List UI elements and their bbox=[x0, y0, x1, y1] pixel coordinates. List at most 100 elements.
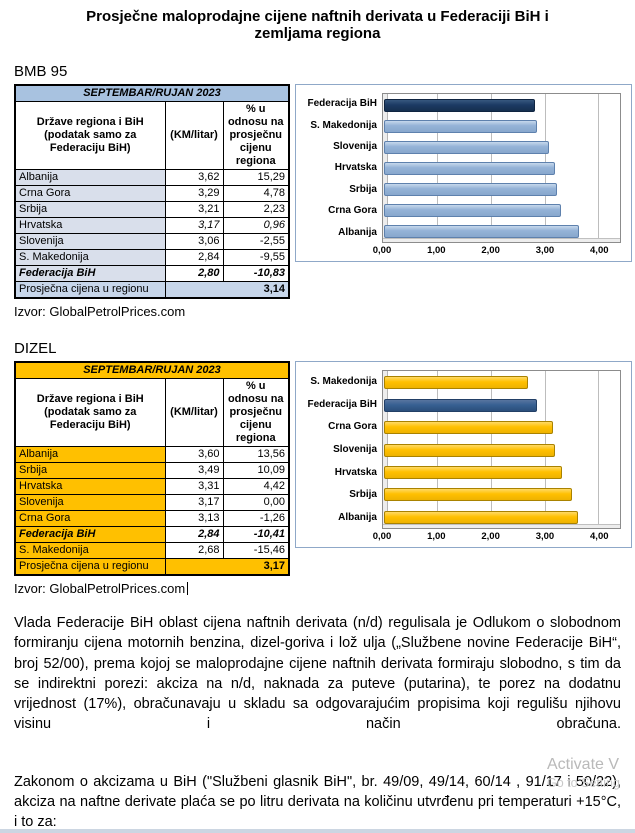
percent-value: -9,55 bbox=[222, 249, 290, 266]
section-label-bmb95: BMB 95 bbox=[14, 63, 68, 80]
x-axis-tick-label: 0,00 bbox=[372, 531, 392, 542]
table-row: Federacija BiH 2,80 -10,83 bbox=[14, 265, 290, 282]
table-row: Srbija 3,49 10,09 bbox=[14, 462, 290, 479]
country-name: Hrvatska bbox=[14, 478, 166, 495]
table-row: Federacija BiH 2,84 -10,41 bbox=[14, 526, 290, 543]
chart-plot-area: Federacija BiH S. Makedonija Slovenija Hrva… bbox=[300, 93, 621, 243]
chart-bar bbox=[384, 183, 557, 197]
price-chart-bmb95: Federacija BiH S. Makedonija Slovenija Hrva… bbox=[295, 84, 632, 262]
watermark-line2: Go to Setting bbox=[547, 776, 620, 790]
percent-value: 4,78 bbox=[222, 185, 290, 202]
text-cursor bbox=[187, 582, 189, 595]
table-row: Crna Gora 3,29 4,78 bbox=[14, 185, 290, 202]
table-row: Hrvatska 3,17 0,96 bbox=[14, 217, 290, 234]
x-axis-tick-label: 1,00 bbox=[427, 531, 446, 542]
table-period-row: SEPTEMBAR/RUJAN 2023 bbox=[14, 84, 290, 102]
chart-category-label: Albanija bbox=[338, 512, 377, 524]
price-value: 3,62 bbox=[164, 169, 224, 186]
table-period-label: SEPTEMBAR/RUJAN 2023 bbox=[14, 84, 290, 102]
chart-category-label: S. Makedonija bbox=[310, 119, 377, 131]
table-header-row: Države regiona i BiH (podatak samo za Fe… bbox=[14, 101, 290, 170]
chart-bar bbox=[384, 140, 549, 154]
country-name: Srbija bbox=[14, 462, 166, 479]
bmb95-left-column: SEPTEMBAR/RUJAN 2023 Države regiona i Bi… bbox=[14, 84, 290, 319]
table-row: Srbija 3,21 2,23 bbox=[14, 201, 290, 218]
chart-bar bbox=[384, 398, 537, 412]
paragraph-excise-law: Zakonom o akcizama u BiH ("Službeni glas… bbox=[14, 773, 621, 831]
chart-x-axis: 0,00 1,00 2,00 3,00 4,00 bbox=[373, 243, 621, 258]
paragraph-gap bbox=[0, 735, 635, 755]
percent-value: 2,23 bbox=[222, 201, 290, 218]
table-row: Albanija 3,60 13,56 bbox=[14, 446, 290, 463]
price-value: 2,68 bbox=[164, 542, 224, 559]
x-axis-tick-label: 4,00 bbox=[590, 531, 609, 542]
country-name: Hrvatska bbox=[14, 217, 166, 234]
chart-bar bbox=[384, 465, 563, 479]
price-table-dizel: SEPTEMBAR/RUJAN 2023 Države regiona i Bi… bbox=[14, 361, 290, 576]
source-line-dizel: Izvor: GlobalPetrolPrices.com bbox=[14, 581, 290, 596]
percent-value: 0,00 bbox=[222, 494, 290, 511]
footer-label: Prosječna cijena u regionu bbox=[14, 558, 166, 576]
table-row: Slovenija 3,17 0,00 bbox=[14, 494, 290, 511]
chart-category-label: Federacija BiH bbox=[307, 398, 377, 410]
x-axis-tick-label: 2,00 bbox=[481, 531, 500, 542]
footer-value: 3,17 bbox=[164, 558, 290, 576]
x-axis-tick-label: 2,00 bbox=[481, 245, 500, 256]
chart-bar bbox=[384, 443, 555, 457]
table-row: Albanija 3,62 15,29 bbox=[14, 169, 290, 186]
chart-bars bbox=[382, 93, 621, 243]
bottom-edge-strip bbox=[0, 829, 635, 833]
percent-value: 15,29 bbox=[222, 169, 290, 186]
footer-value: 3,14 bbox=[164, 281, 290, 299]
price-value: 3,29 bbox=[164, 185, 224, 202]
x-axis-tick-label: 4,00 bbox=[590, 245, 609, 256]
country-name: S. Makedonija bbox=[14, 249, 166, 266]
column-header-countries: Države regiona i BiH (podatak samo za Fe… bbox=[14, 378, 166, 447]
column-header-price: (KM/litar) bbox=[164, 378, 224, 447]
country-name: Srbija bbox=[14, 201, 166, 218]
percent-value: 4,42 bbox=[222, 478, 290, 495]
price-value: 2,80 bbox=[164, 265, 224, 282]
percent-value: 0,96 bbox=[222, 217, 290, 234]
price-value: 3,13 bbox=[164, 510, 224, 527]
country-name: Federacija BiH bbox=[14, 265, 166, 282]
country-name: S. Makedonija bbox=[14, 542, 166, 559]
chart-bar bbox=[384, 162, 555, 175]
percent-value: -15,46 bbox=[222, 542, 290, 559]
country-name: Albanija bbox=[14, 169, 166, 186]
column-header-countries: Države regiona i BiH (podatak samo za Fe… bbox=[14, 101, 166, 170]
x-axis-tick-label: 3,00 bbox=[535, 245, 555, 256]
country-name: Crna Gora bbox=[14, 185, 166, 202]
chart-x-axis: 0,00 1,00 2,00 3,00 4,00 bbox=[373, 529, 621, 544]
source-line-bmb95: Izvor: GlobalPetrolPrices.com bbox=[14, 304, 186, 319]
gridline bbox=[598, 94, 600, 242]
chart-category-label: Hrvatska bbox=[334, 466, 377, 478]
chart-category-label: Slovenija bbox=[333, 444, 377, 456]
percent-value: 13,56 bbox=[222, 446, 290, 463]
table-row: S. Makedonija 2,84 -9,55 bbox=[14, 249, 290, 266]
chart-bar bbox=[384, 98, 535, 112]
section-dizel: SEPTEMBAR/RUJAN 2023 Države regiona i Bi… bbox=[14, 361, 632, 596]
price-value: 3,49 bbox=[164, 462, 224, 479]
chart-category-label: S. Makedonija bbox=[310, 375, 377, 387]
chart-category-label: Slovenija bbox=[333, 141, 377, 153]
table-row: Crna Gora 3,13 -1,26 bbox=[14, 510, 290, 527]
chart-bar bbox=[384, 119, 537, 133]
chart-category-label: Federacija BiH bbox=[307, 98, 377, 110]
chart-bar bbox=[384, 510, 578, 524]
percent-value: -10,41 bbox=[222, 526, 290, 543]
percent-value: -10,83 bbox=[222, 265, 290, 282]
x-axis-tick-label: 0,00 bbox=[372, 245, 392, 256]
chart-bar bbox=[384, 488, 572, 502]
table-row: S. Makedonija 2,68 -15,46 bbox=[14, 542, 290, 559]
chart-category-label: Crna Gora bbox=[328, 421, 377, 433]
chart-bars bbox=[382, 370, 621, 529]
document-title-line2: zemljama regiona bbox=[254, 25, 381, 42]
country-name: Federacija BiH bbox=[14, 526, 166, 543]
country-name: Albanija bbox=[14, 446, 166, 463]
table-row: Hrvatska 3,31 4,42 bbox=[14, 478, 290, 495]
chart-category-label: Albanija bbox=[338, 226, 377, 238]
chart-bar bbox=[384, 204, 562, 218]
document-title: Prosječne maloprodajne cijene naftnih de… bbox=[42, 8, 593, 42]
